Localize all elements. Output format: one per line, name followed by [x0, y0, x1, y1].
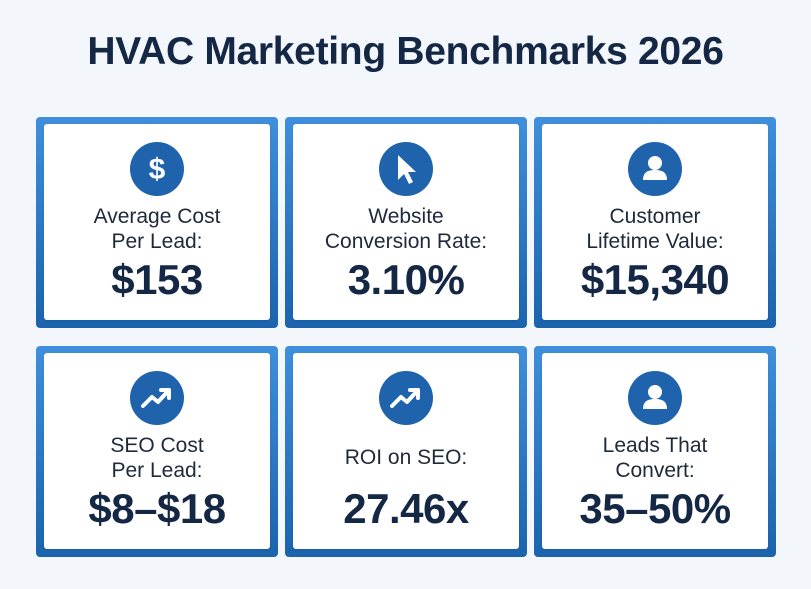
card-value: 27.46x	[343, 485, 469, 532]
card-label: Customer Lifetime Value:	[586, 205, 724, 253]
card-leads-that-convert: Leads That Convert: 35–50%	[534, 346, 780, 563]
card-label: SEO Cost Per Lead:	[110, 434, 204, 482]
card-label: ROI on SEO:	[344, 446, 468, 469]
card-body: ROI on SEO: 27.46x	[293, 353, 519, 549]
card-average-cost-per-lead: $ Average Cost Per Lead: $153	[36, 117, 282, 334]
card-value: $8–$18	[88, 485, 226, 532]
card-customer-lifetime-value: Customer Lifetime Value: $15,340	[534, 117, 780, 334]
card-roi-on-seo: ROI on SEO: 27.46x	[285, 346, 531, 563]
dollar-icon: $	[130, 142, 184, 196]
user-icon	[628, 371, 682, 425]
card-body: Leads That Convert: 35–50%	[542, 353, 768, 549]
card-label: Website Conversion Rate:	[324, 205, 488, 253]
card-label: Leads That Convert:	[602, 434, 708, 482]
card-body: SEO Cost Per Lead: $8–$18	[44, 353, 270, 549]
card-body: $ Average Cost Per Lead: $153	[44, 124, 270, 320]
card-label: Average Cost Per Lead:	[93, 205, 221, 253]
card-value: 35–50%	[579, 485, 731, 532]
card-value: $15,340	[580, 256, 730, 303]
card-value: $153	[111, 256, 203, 303]
user-icon	[628, 142, 682, 196]
card-body: Website Conversion Rate: 3.10%	[293, 124, 519, 320]
page-title: HVAC Marketing Benchmarks 2026	[87, 30, 724, 73]
card-body: Customer Lifetime Value: $15,340	[542, 124, 768, 320]
cursor-icon	[379, 142, 433, 196]
svg-text:$: $	[149, 153, 166, 186]
trend-up-icon	[379, 371, 433, 425]
trend-up-icon	[130, 371, 184, 425]
card-seo-cost-per-lead: SEO Cost Per Lead: $8–$18	[36, 346, 282, 563]
card-website-conversion-rate: Website Conversion Rate: 3.10%	[285, 117, 531, 334]
card-value: 3.10%	[347, 256, 465, 303]
